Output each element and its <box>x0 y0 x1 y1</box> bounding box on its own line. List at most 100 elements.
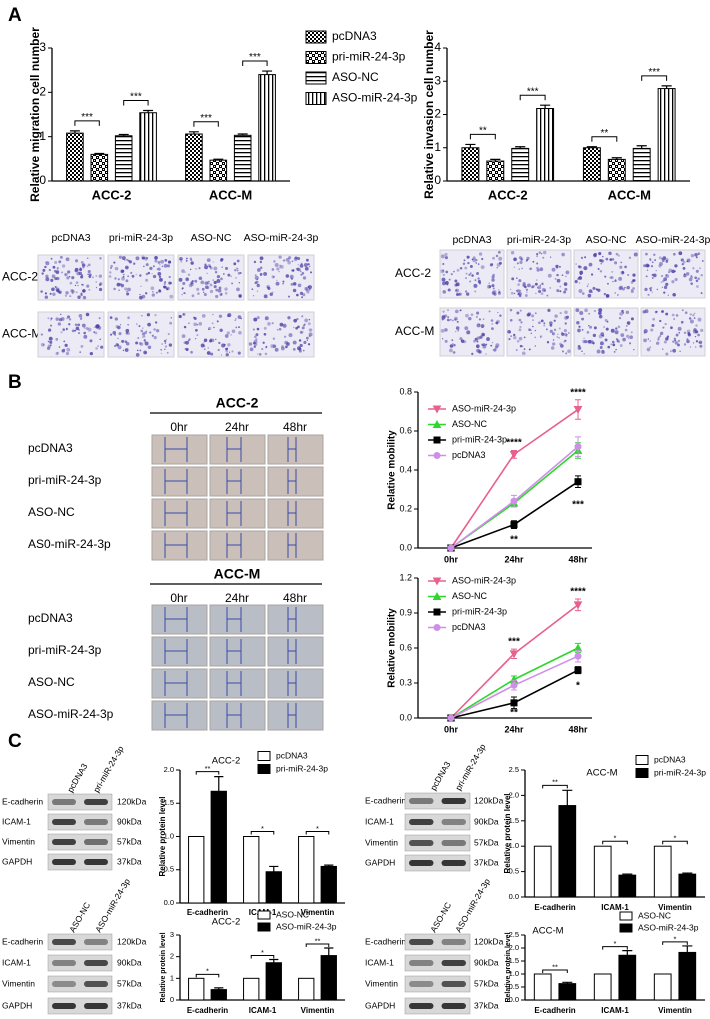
stained-cell <box>536 262 539 265</box>
stained-cell <box>532 325 534 328</box>
stained-cell <box>108 275 112 278</box>
stained-cell <box>609 276 613 280</box>
stained-cell <box>227 313 232 318</box>
stained-cell <box>233 262 237 266</box>
stained-cell <box>523 336 526 339</box>
stained-cell <box>209 338 212 341</box>
bar <box>210 989 227 1001</box>
stained-cell <box>166 351 169 354</box>
stained-cell <box>69 281 73 285</box>
blot-strip <box>47 933 113 951</box>
stained-cell <box>185 259 188 262</box>
row-label: pri-miR-24-3p <box>28 473 102 487</box>
stained-cell <box>650 328 654 332</box>
stained-cell <box>526 256 530 260</box>
y-tick-label: 2.0 <box>164 765 174 774</box>
stained-cell <box>672 252 676 256</box>
stained-cell <box>563 332 568 337</box>
stained-cell <box>584 339 588 344</box>
stained-cell <box>272 337 276 340</box>
stained-cell <box>144 341 149 346</box>
size-label: 90kDa <box>474 816 499 826</box>
stained-cell <box>308 328 313 332</box>
protein-label: E-cadherin <box>365 936 406 946</box>
row-label: pcDNA3 <box>28 611 73 625</box>
stained-cell <box>276 267 280 271</box>
stained-cell <box>605 294 610 298</box>
stained-cell <box>77 295 81 299</box>
error-bar <box>94 152 105 155</box>
stained-cell <box>442 263 445 266</box>
stained-cell <box>536 253 539 256</box>
stained-cell <box>40 290 43 293</box>
stained-cell <box>633 349 635 351</box>
micrograph <box>439 307 505 357</box>
stained-cell <box>456 320 459 323</box>
y-tick-label: 1.5 <box>509 816 519 825</box>
stained-cell <box>167 264 171 268</box>
stained-cell <box>283 259 286 262</box>
y-axis-title: Relative mobility <box>387 608 398 688</box>
stained-cell <box>304 318 309 323</box>
stained-cell <box>94 331 98 335</box>
stained-cell <box>89 351 93 356</box>
stained-cell <box>477 277 480 280</box>
stained-cell <box>671 269 675 274</box>
stained-cell <box>253 339 258 344</box>
stained-cell <box>203 348 206 351</box>
stained-cell <box>690 275 693 279</box>
stained-cell <box>468 273 471 276</box>
stained-cell <box>526 313 531 317</box>
stained-cell <box>58 346 61 348</box>
stained-cell <box>226 331 230 335</box>
stained-cell <box>671 313 675 317</box>
stained-cell <box>88 273 92 277</box>
stained-cell <box>684 311 688 315</box>
stained-cell <box>139 342 144 346</box>
x-tick-label: Vimentin <box>658 903 692 912</box>
stained-cell <box>577 344 581 348</box>
blot-band <box>84 960 108 966</box>
blot-band <box>441 981 466 987</box>
stained-cell <box>152 291 154 293</box>
stained-cell <box>267 322 271 326</box>
stained-cell <box>51 287 55 292</box>
stained-cell <box>310 271 313 274</box>
stained-cell <box>692 267 695 270</box>
stained-cell <box>697 317 702 322</box>
stained-cell <box>145 330 148 332</box>
y-tick-label: 0.2 <box>399 503 412 513</box>
stained-cell <box>109 271 112 274</box>
stained-cell <box>300 273 303 276</box>
stained-cell <box>91 276 94 279</box>
stained-cell <box>444 339 448 343</box>
legend-marker <box>433 436 441 444</box>
stained-cell <box>149 331 152 334</box>
y-tick-label: 1.5 <box>164 798 174 807</box>
stained-cell <box>508 338 511 341</box>
stained-cell <box>494 345 499 349</box>
scratch-marks <box>226 671 242 696</box>
blot-strip <box>404 813 471 831</box>
stained-cell <box>298 339 302 342</box>
stained-cell <box>66 317 68 320</box>
blot-band <box>441 819 466 825</box>
significance-label: *** <box>200 113 212 124</box>
data-point <box>447 714 455 722</box>
stained-cell <box>238 293 242 298</box>
stained-cell <box>147 322 152 327</box>
stained-cell <box>263 294 268 299</box>
stained-cell <box>593 326 597 330</box>
stained-cell <box>534 329 537 332</box>
stained-cell <box>301 272 305 275</box>
stained-cell <box>57 267 59 269</box>
stained-cell <box>303 263 308 268</box>
legend-swatch <box>305 30 327 44</box>
stained-cell <box>127 275 129 277</box>
stained-cell <box>519 309 522 312</box>
error-bar <box>562 981 573 984</box>
stained-cell <box>630 280 634 284</box>
stained-cell <box>254 335 257 339</box>
size-label: 120kDa <box>117 796 147 806</box>
